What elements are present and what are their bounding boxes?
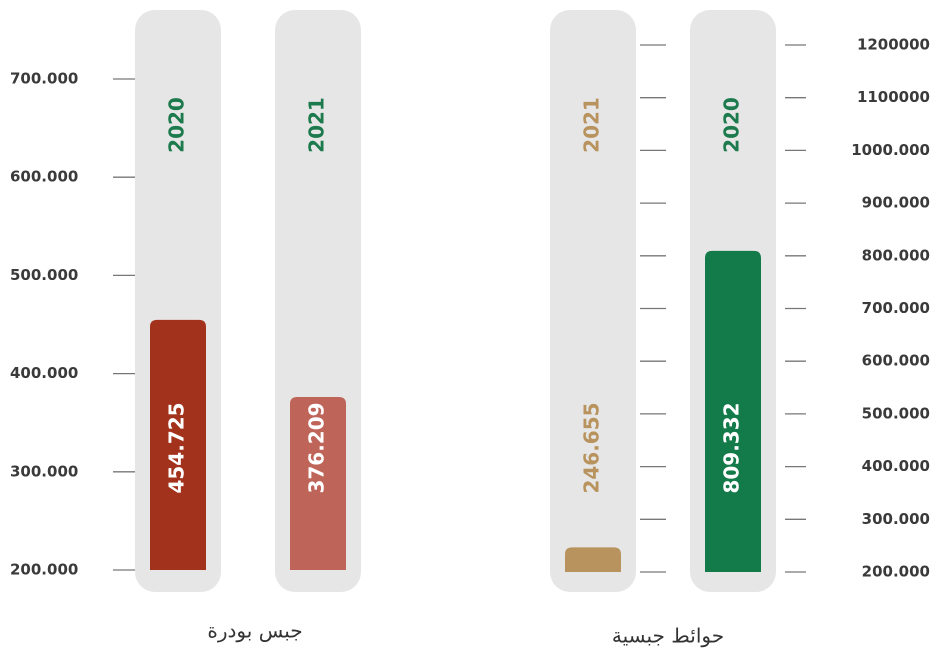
y-tick-label: 1200000 [857,36,930,54]
y-tick-label: 800.000 [862,246,930,264]
y-tick-label: 300.000 [862,510,930,528]
bar [565,547,621,572]
y-tick-label: 600.000 [10,168,78,186]
y-tick-label: 700.000 [10,70,78,88]
y-tick-label: 200.000 [862,563,930,581]
y-tick-label: 400.000 [862,457,930,475]
value-label: 376.209 [305,402,329,493]
value-label: 809.332 [720,402,744,493]
y-tick-label: 900.000 [862,194,930,212]
bar [150,319,206,570]
y-tick-label: 400.000 [10,364,78,382]
y-tick-label: 600.000 [862,352,930,370]
y-tick-label: 500.000 [10,266,78,284]
bar [705,250,761,573]
bar [290,396,346,570]
chart-title: حوائط جبسية [612,624,724,648]
y-tick-label: 300.000 [10,462,78,480]
y-tick-label: 200.000 [10,561,78,579]
category-label: 2021 [305,97,329,153]
y-tick-label: 1000.000 [851,141,930,159]
category-label: 2021 [580,97,604,153]
chart-title: جبس بودرة [207,619,302,643]
bar-track [550,10,636,592]
value-label: 454.725 [165,402,189,493]
value-label: 246.655 [580,402,604,493]
y-tick-label: 500.000 [862,404,930,422]
category-label: 2020 [720,97,744,153]
y-tick-label: 700.000 [862,299,930,317]
category-label: 2020 [165,97,189,153]
y-tick-label: 1100000 [857,88,930,106]
